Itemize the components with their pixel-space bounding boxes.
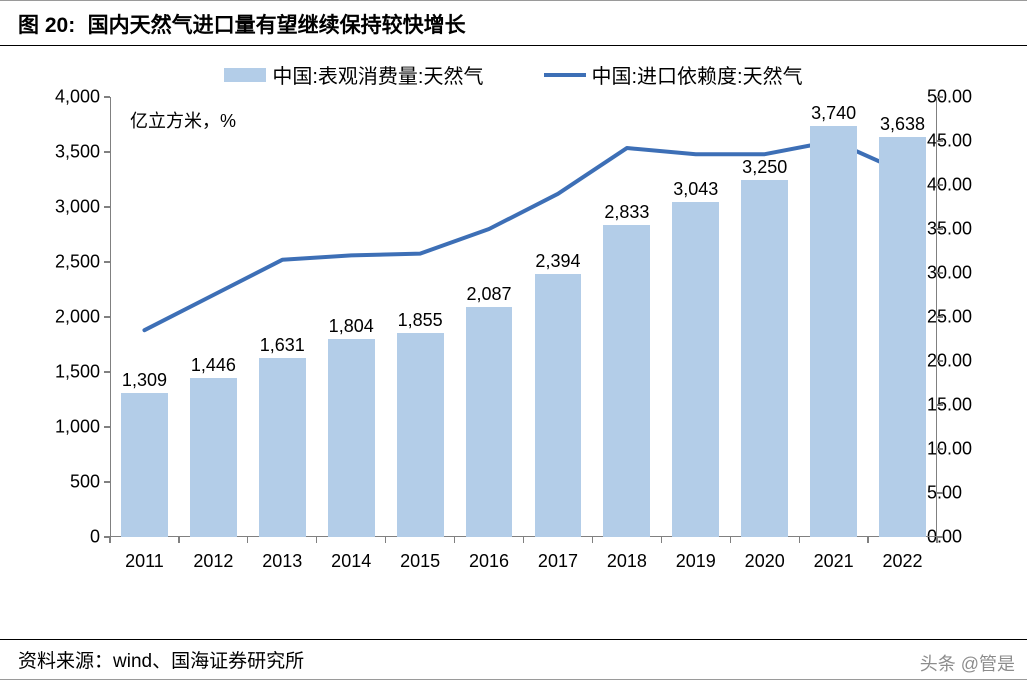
bar-value-label: 1,309 [122, 370, 167, 391]
x-tick-label: 2017 [538, 551, 578, 572]
x-tick-label: 2018 [607, 551, 647, 572]
x-tick-label: 2014 [331, 551, 371, 572]
y-axis-left: 05001,0001,5002,0002,5003,0003,5004,000 [20, 97, 110, 537]
y-left-tick: 2,500 [20, 252, 110, 273]
x-tick-label: 2021 [814, 551, 854, 572]
legend-item-line: 中国:进口依赖度:天然气 [544, 60, 803, 89]
x-tick-label: 2020 [745, 551, 785, 572]
figure-title: 国内天然气进口量有望继续保持较快增长 [88, 14, 466, 37]
source-bar: 资料来源：wind、国海证券研究所 [0, 639, 1027, 680]
source-text: 资料来源：wind、国海证券研究所 [18, 651, 304, 672]
y-left-tick: 4,000 [20, 87, 110, 108]
legend: 中国:表观消费量:天然气 中国:进口依赖度:天然气 [0, 46, 1027, 95]
y-left-tick: 1,000 [20, 417, 110, 438]
bar-value-label: 3,043 [673, 179, 718, 200]
bar-value-label: 1,804 [329, 316, 374, 337]
bar-value-label: 2,394 [535, 251, 580, 272]
bar [466, 307, 513, 537]
figure-title-bar: 图 20: 国内天然气进口量有望继续保持较快增长 [0, 0, 1027, 46]
plot-region: 1,309 1,446 1,631 1,804 1,855 2,087 2,394 2,833… [110, 97, 937, 537]
x-tick-label: 2019 [676, 551, 716, 572]
watermark: 头条 @管是 [920, 650, 1015, 676]
y-left-tick: 2,000 [20, 307, 110, 328]
bar-value-label: 1,855 [398, 310, 443, 331]
bar [741, 180, 788, 538]
figure-number: 图 20: [18, 14, 75, 37]
x-tick-label: 2022 [883, 551, 923, 572]
x-tick-label: 2016 [469, 551, 509, 572]
bar [397, 333, 444, 537]
legend-swatch-bar [224, 68, 266, 82]
chart-area: 亿立方米，% 05001,0001,5002,0002,5003,0003,50… [20, 97, 1007, 587]
y-left-tick: 1,500 [20, 362, 110, 383]
legend-label-bar: 中国:表观消费量:天然气 [272, 60, 483, 89]
x-tick-label: 2011 [125, 551, 164, 572]
bar [879, 137, 926, 537]
bar [535, 274, 582, 537]
bar-value-label: 3,638 [880, 114, 925, 135]
y-left-tick: 3,000 [20, 197, 110, 218]
bar [259, 358, 306, 537]
bar-value-label: 3,250 [742, 157, 787, 178]
x-tick-label: 2012 [193, 551, 233, 572]
bar [672, 202, 719, 537]
bar-value-label: 2,087 [467, 284, 512, 305]
legend-swatch-line [544, 73, 586, 77]
bar [328, 339, 375, 537]
bar [190, 378, 237, 537]
y-left-tick: 3,500 [20, 142, 110, 163]
x-tick-label: 2013 [262, 551, 302, 572]
bar-value-label: 1,446 [191, 355, 236, 376]
y-left-tick: 500 [20, 472, 110, 493]
bar [810, 126, 857, 537]
bar [603, 225, 650, 537]
bar-value-label: 2,833 [604, 202, 649, 223]
x-tick-label: 2015 [400, 551, 440, 572]
bar-value-label: 1,631 [260, 335, 305, 356]
bar [121, 393, 168, 537]
bar-value-label: 3,740 [811, 103, 856, 124]
x-axis: 2011 2012 2013 2014 2015 2016 2017 2018 2019 2020… [110, 537, 937, 587]
legend-item-bar: 中国:表观消费量:天然气 [224, 60, 483, 89]
legend-label-line: 中国:进口依赖度:天然气 [592, 60, 803, 89]
y-left-tick: 0 [20, 527, 110, 548]
